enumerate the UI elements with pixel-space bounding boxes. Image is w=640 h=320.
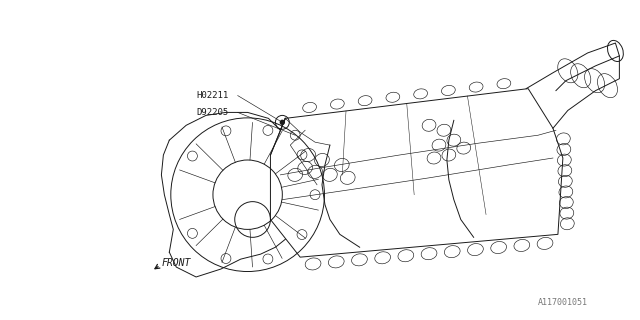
Text: FRONT: FRONT [161, 258, 191, 268]
Circle shape [280, 120, 284, 124]
Text: H02211: H02211 [196, 91, 228, 100]
Text: D92205: D92205 [196, 108, 228, 117]
Text: A117001051: A117001051 [538, 298, 588, 307]
